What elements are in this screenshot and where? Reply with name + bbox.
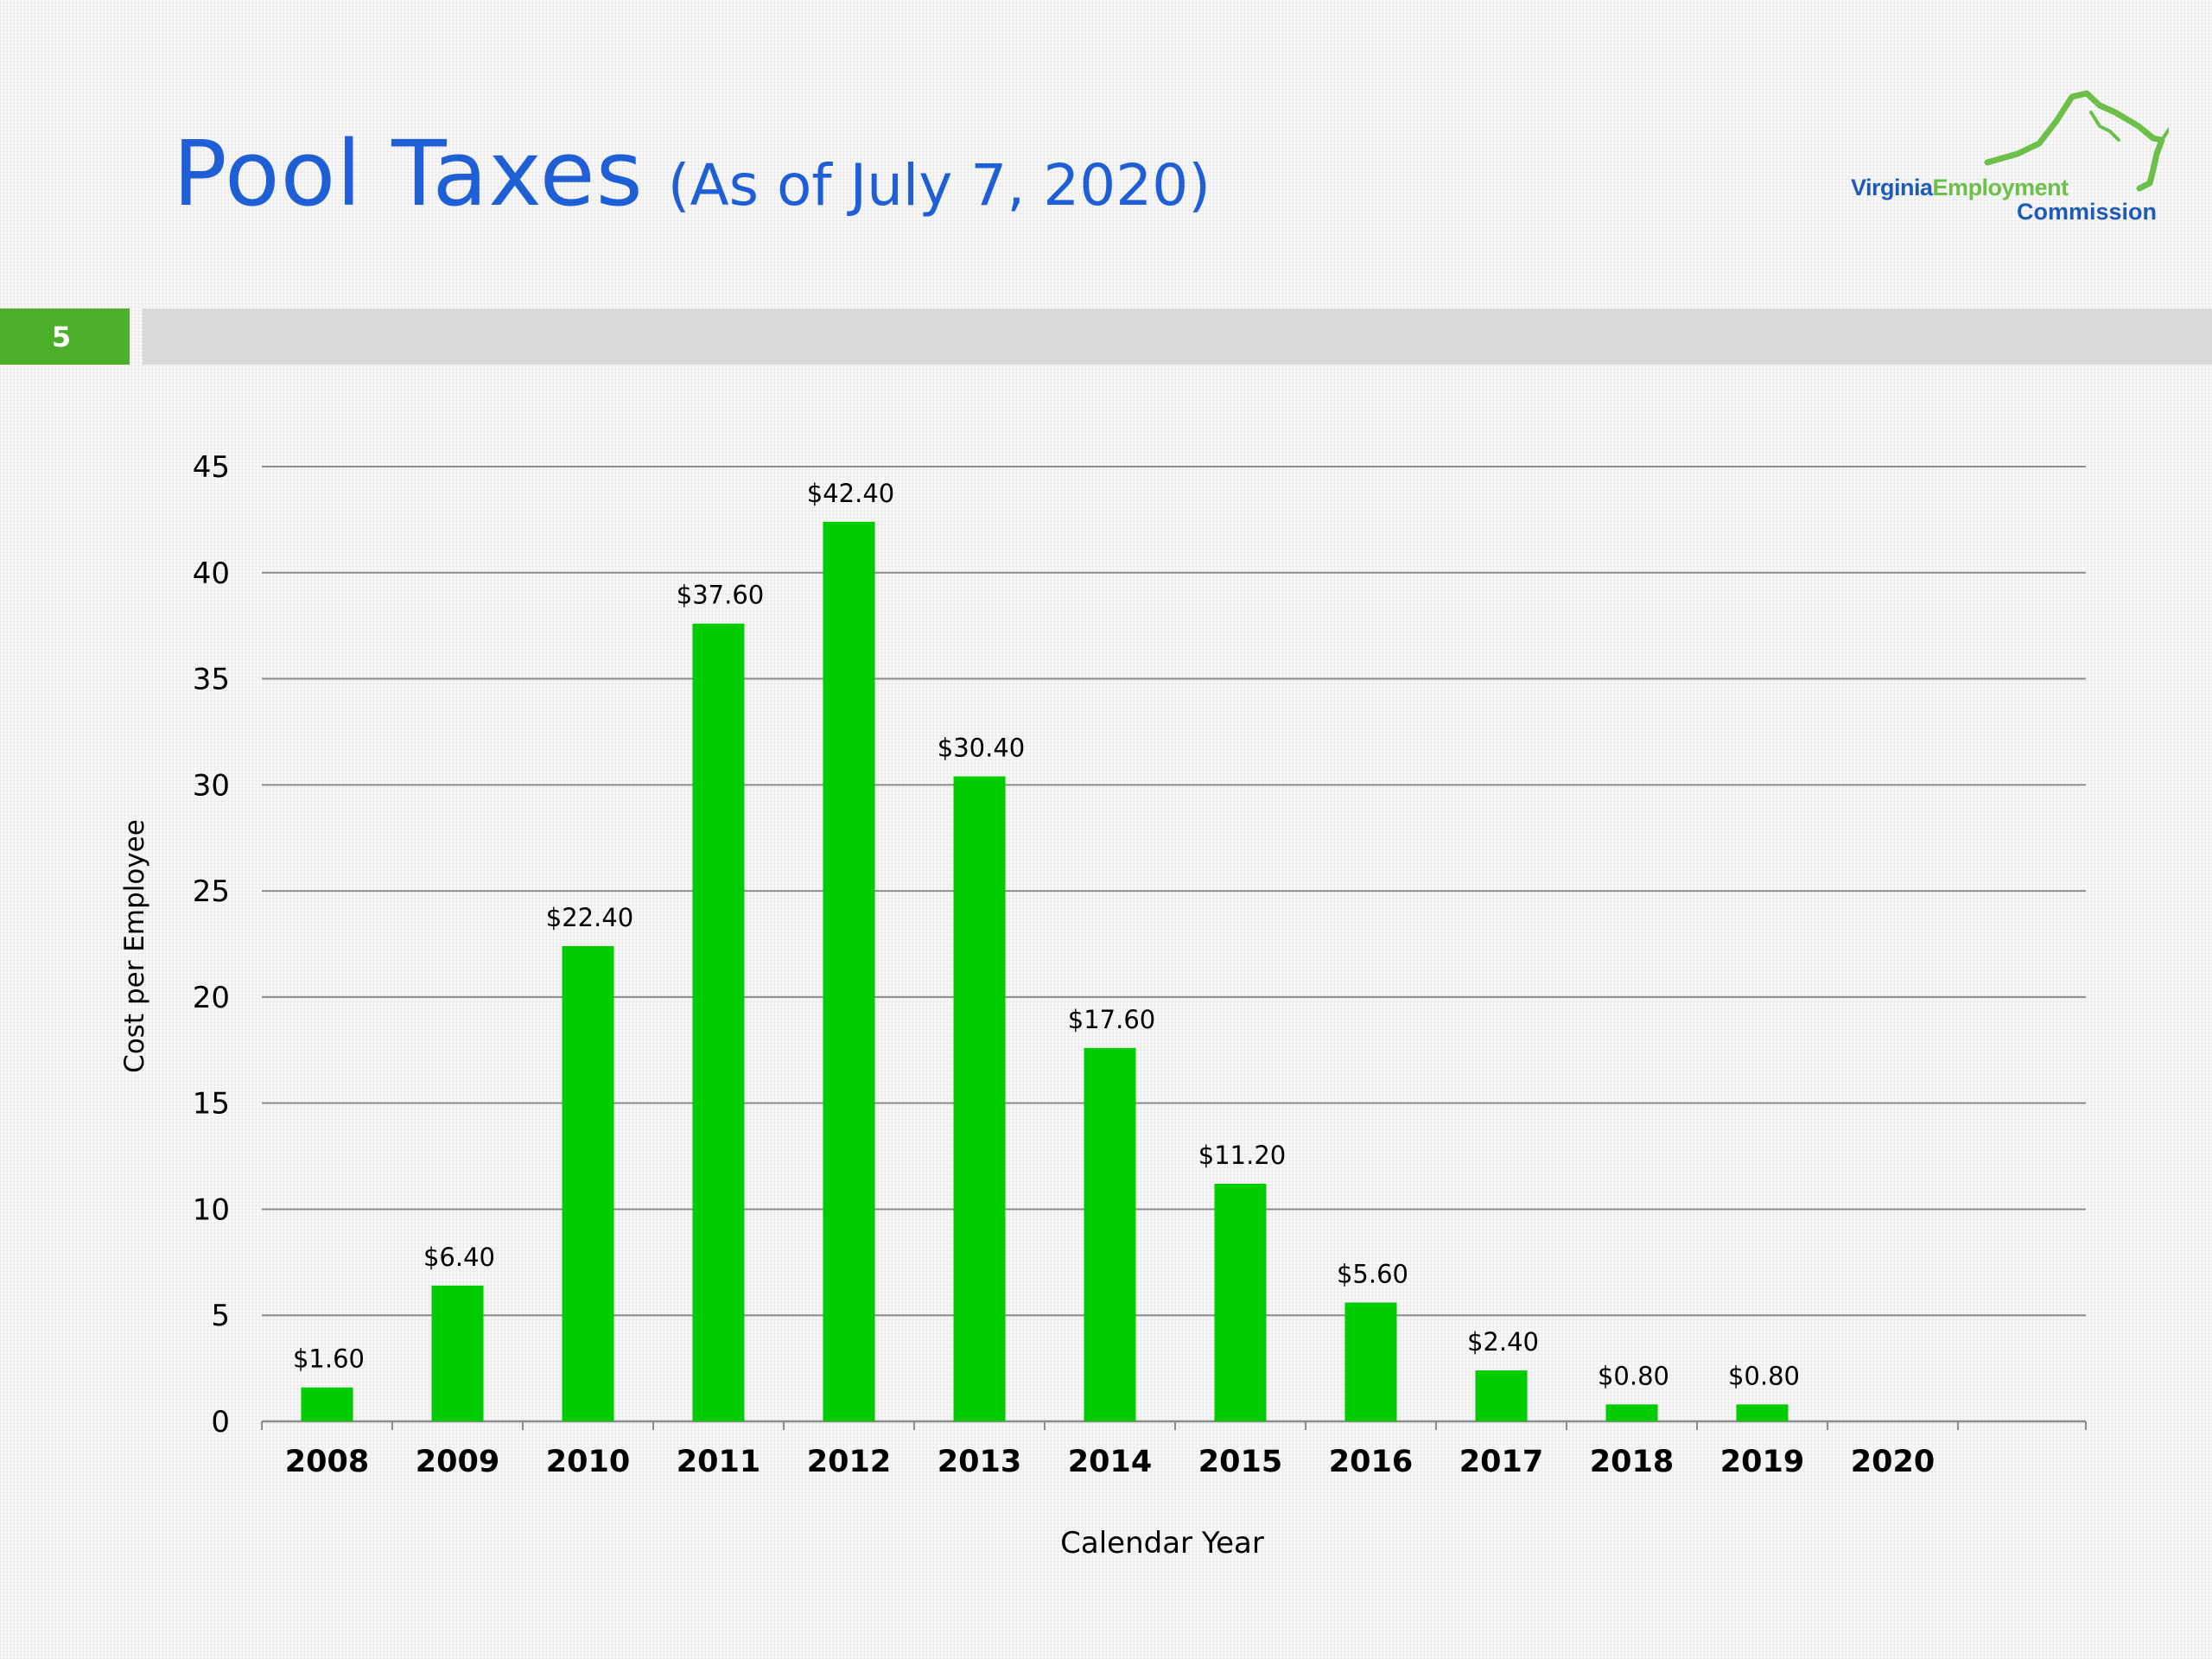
x-tick-label-2010: 2010 xyxy=(546,1445,630,1479)
data-label-2012: $42.40 xyxy=(807,479,894,508)
x-tick-label-2016: 2016 xyxy=(1329,1445,1413,1479)
bar-2019 xyxy=(1736,1404,1789,1421)
data-label-2009: $6.40 xyxy=(423,1243,495,1272)
y-tick-label: 10 xyxy=(193,1192,230,1227)
virginia-state-outline-icon xyxy=(1984,90,2171,192)
bar-2009 xyxy=(431,1285,484,1421)
y-tick-label: 40 xyxy=(193,556,230,591)
bar-2012 xyxy=(823,521,875,1421)
y-axis-title: Cost per Employee xyxy=(119,819,150,1073)
x-tick-label-2020: 2020 xyxy=(1851,1445,1935,1479)
x-axis-ticks: 2008 2009 2010 2011 2012 2013 2014 2015 2016 2017… xyxy=(285,1445,1935,1479)
x-tick-label-2009: 2009 xyxy=(416,1445,499,1479)
bar-2017 xyxy=(1475,1370,1528,1421)
title-main: Pool Taxes xyxy=(173,121,644,226)
logo-word-employment: Employment xyxy=(1932,175,2069,200)
data-label-2008: $1.60 xyxy=(293,1344,365,1374)
bar-2013 xyxy=(953,776,1006,1421)
x-tick-label-2019: 2019 xyxy=(1720,1445,1804,1479)
y-tick-label: 45 xyxy=(193,450,230,485)
bar-2018 xyxy=(1605,1404,1658,1421)
title-subtitle: (As of July 7, 2020) xyxy=(667,152,1211,219)
slide-title: Pool Taxes (As of July 7, 2020) xyxy=(173,121,1211,226)
data-label-2014: $17.60 xyxy=(1068,1005,1155,1034)
y-tick-label: 35 xyxy=(193,663,230,697)
logo-word-commission: Commission xyxy=(2016,199,2157,225)
bar-2014 xyxy=(1084,1047,1136,1421)
data-label-2011: $37.60 xyxy=(677,581,764,610)
bar-2016 xyxy=(1344,1302,1397,1421)
bar-2008 xyxy=(301,1387,353,1421)
y-tick-label: 5 xyxy=(211,1299,230,1333)
x-tick-label-2013: 2013 xyxy=(938,1445,1021,1479)
bar-2015 xyxy=(1214,1183,1267,1421)
slide-number: 5 xyxy=(0,308,130,365)
bar-2010 xyxy=(562,945,614,1421)
logo-wordmark-line1: VirginiaEmployment xyxy=(1851,175,2069,201)
logo-word-virginia: Virginia xyxy=(1851,175,1933,200)
x-tick-label-2012: 2012 xyxy=(807,1445,891,1479)
x-tick-label-2017: 2017 xyxy=(1459,1445,1543,1479)
data-label-2016: $5.60 xyxy=(1337,1259,1408,1288)
x-tick-label-2015: 2015 xyxy=(1198,1445,1282,1479)
x-tick-label-2014: 2014 xyxy=(1068,1445,1152,1479)
y-tick-label: 25 xyxy=(193,874,230,909)
data-label-2019: $0.80 xyxy=(1728,1361,1800,1390)
bars xyxy=(301,521,1789,1421)
y-axis-ticks: 0 5 10 15 20 25 30 35 40 45 xyxy=(193,450,230,1440)
x-tick-label-2008: 2008 xyxy=(285,1445,369,1479)
x-tick-label-2011: 2011 xyxy=(677,1445,760,1479)
x-axis-title: Calendar Year xyxy=(1060,1526,1264,1560)
data-label-2015: $11.20 xyxy=(1198,1141,1286,1170)
data-label-2017: $2.40 xyxy=(1467,1327,1539,1357)
gridlines xyxy=(261,466,2087,1430)
y-tick-label: 20 xyxy=(193,981,230,1015)
x-tick-label-2018: 2018 xyxy=(1590,1445,1674,1479)
y-tick-label: 30 xyxy=(193,768,230,803)
y-tick-label: 15 xyxy=(193,1087,230,1122)
data-label-2018: $0.80 xyxy=(1598,1361,1669,1390)
header-divider-bar xyxy=(143,308,2212,365)
bar-2011 xyxy=(692,623,745,1421)
data-label-2010: $22.40 xyxy=(546,903,633,932)
vec-logo: VirginiaEmployment Commission xyxy=(1840,86,2171,233)
data-label-2013: $30.40 xyxy=(938,734,1025,763)
y-tick-label: 0 xyxy=(211,1405,230,1440)
data-labels: $1.60 $6.40 $22.40 $37.60 $42.40 $30.40 $17.60… xyxy=(293,479,1800,1391)
